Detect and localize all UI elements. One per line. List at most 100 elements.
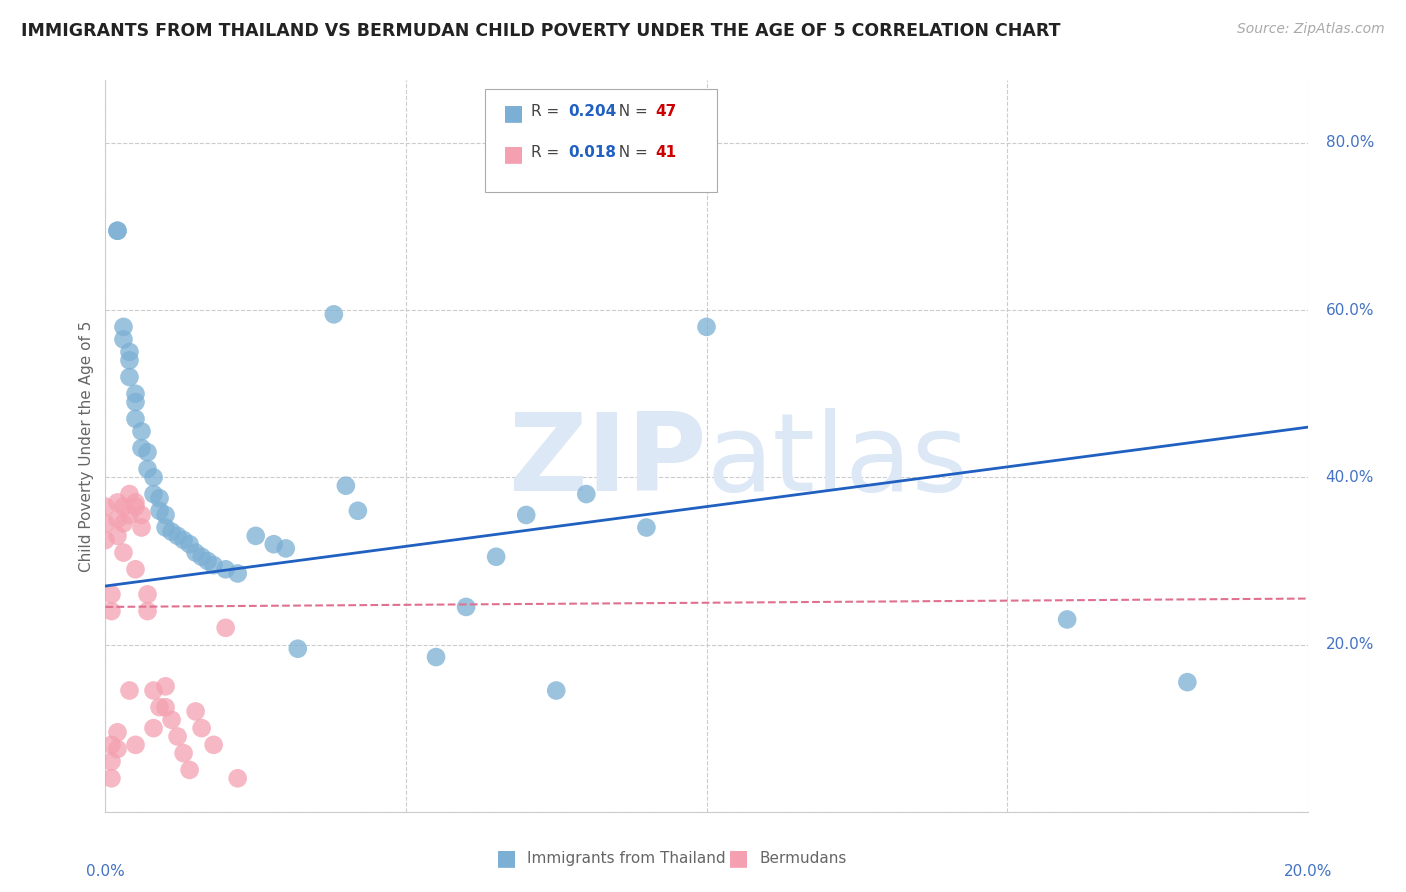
Text: ZIP: ZIP (508, 408, 707, 514)
Point (166, 529, 188, 543)
Point (148, 504, 170, 518)
Text: 0.204: 0.204 (568, 104, 616, 119)
Text: Source: ZipAtlas.com: Source: ZipAtlas.com (1237, 22, 1385, 37)
Point (131, 441, 153, 455)
Text: 80.0%: 80.0% (1326, 136, 1374, 151)
Point (94, 533, 117, 547)
Point (287, 641, 309, 656)
Point (485, 549, 508, 564)
Point (214, 621, 236, 635)
Point (160, 713, 183, 727)
Point (322, 307, 344, 321)
Point (142, 721, 165, 735)
Point (155, 679, 177, 693)
Point (118, 487, 141, 501)
Text: N =: N = (609, 145, 652, 160)
Text: 20.0%: 20.0% (1326, 637, 1374, 652)
Point (94, 500, 117, 514)
Point (136, 445, 159, 459)
Text: IMMIGRANTS FROM THAILAND VS BERMUDAN CHILD POVERTY UNDER THE AGE OF 5 CORRELATIO: IMMIGRANTS FROM THAILAND VS BERMUDAN CHI… (21, 22, 1060, 40)
Point (112, 333, 135, 347)
Point (131, 520, 153, 534)
Point (226, 772, 249, 786)
Point (696, 319, 718, 334)
Point (131, 425, 153, 439)
Text: ■: ■ (728, 848, 748, 868)
Point (112, 500, 135, 514)
Point (142, 470, 165, 484)
Point (148, 491, 170, 506)
Point (173, 746, 195, 760)
Point (425, 650, 447, 665)
Point (1056, 612, 1078, 626)
Point (124, 500, 146, 514)
Point (124, 738, 146, 752)
Point (184, 705, 207, 719)
Point (107, 224, 129, 238)
Point (131, 508, 153, 522)
Point (107, 725, 129, 739)
Text: ■: ■ (503, 145, 524, 164)
Text: ■: ■ (503, 103, 524, 123)
Text: atlas: atlas (707, 408, 969, 514)
Point (155, 700, 177, 714)
Point (107, 224, 129, 238)
Point (202, 738, 225, 752)
Text: 0.0%: 0.0% (86, 863, 125, 879)
Point (112, 516, 135, 531)
Point (335, 479, 357, 493)
Point (94, 516, 117, 531)
Point (118, 683, 141, 698)
Point (575, 487, 598, 501)
Point (155, 508, 177, 522)
Point (160, 524, 183, 539)
Point (546, 683, 568, 698)
Text: 60.0%: 60.0% (1326, 302, 1374, 318)
Point (148, 700, 170, 714)
Point (118, 353, 141, 368)
Point (190, 549, 212, 564)
Text: Bermudans: Bermudans (759, 851, 846, 865)
Text: ■: ■ (496, 848, 516, 868)
Point (100, 738, 122, 752)
Point (263, 537, 285, 551)
Text: Immigrants from Thailand: Immigrants from Thailand (527, 851, 725, 865)
Text: R =: R = (531, 104, 565, 119)
Point (142, 683, 165, 698)
Text: 0.018: 0.018 (568, 145, 616, 160)
Point (118, 370, 141, 384)
Point (636, 520, 658, 534)
Point (100, 604, 122, 618)
Point (245, 529, 267, 543)
Point (190, 721, 212, 735)
Point (136, 462, 159, 476)
Point (202, 558, 225, 573)
Point (142, 487, 165, 501)
Point (515, 508, 537, 522)
Text: 47: 47 (655, 104, 676, 119)
Point (118, 345, 141, 359)
Point (274, 541, 297, 556)
Point (197, 554, 219, 568)
Point (112, 545, 135, 559)
Point (124, 412, 146, 426)
Point (173, 533, 195, 547)
Point (107, 742, 129, 756)
Point (454, 599, 477, 614)
Point (166, 730, 188, 744)
Point (226, 566, 249, 581)
Text: 20.0%: 20.0% (1284, 863, 1331, 879)
Point (179, 537, 201, 551)
Point (100, 755, 122, 769)
Text: 40.0%: 40.0% (1326, 470, 1374, 485)
Point (112, 319, 135, 334)
Y-axis label: Child Poverty Under the Age of 5: Child Poverty Under the Age of 5 (79, 320, 94, 572)
Point (107, 529, 129, 543)
Text: N =: N = (609, 104, 652, 119)
Point (184, 545, 207, 559)
Text: 41: 41 (655, 145, 676, 160)
Point (118, 508, 141, 522)
Point (136, 604, 159, 618)
Point (124, 386, 146, 401)
Point (107, 512, 129, 526)
